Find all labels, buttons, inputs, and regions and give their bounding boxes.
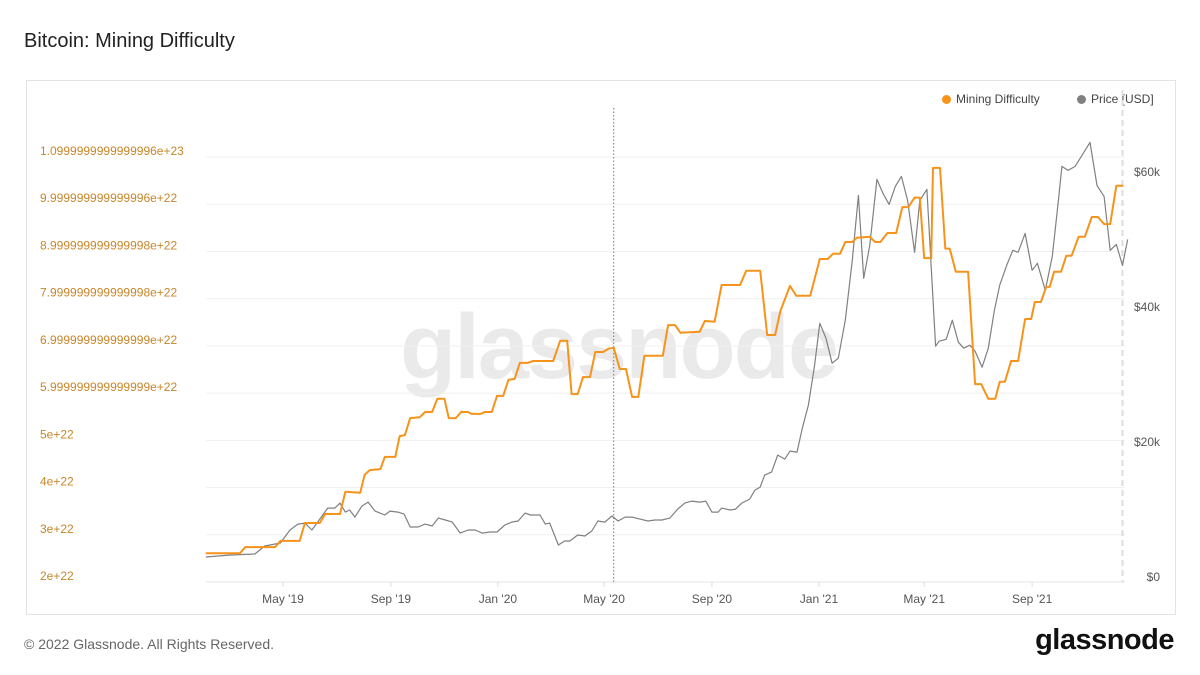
left-axis-tick-label: 9.999999999999996e+22	[40, 191, 177, 205]
x-axis-tick-label: Sep '19	[371, 592, 412, 606]
legend-label: Mining Difficulty	[956, 92, 1040, 106]
left-axis-tick-label: 7.999999999999998e+22	[40, 286, 177, 300]
x-axis-tick-label: Sep '20	[692, 592, 733, 606]
x-axis-tick-label: Sep '21	[1012, 592, 1053, 606]
x-axis-tick-label: May '19	[262, 592, 304, 606]
price-line	[205, 141, 1129, 558]
left-axis-tick-label: 5e+22	[40, 427, 74, 441]
mining-difficulty-line	[205, 166, 1124, 555]
left-axis-tick-label: 3e+22	[40, 522, 74, 536]
legend-dot-icon	[942, 94, 951, 104]
chart-frame	[26, 80, 1176, 615]
left-axis-tick-label: 4e+22	[40, 475, 74, 489]
x-axis-tick-label: Jan '20	[479, 592, 518, 606]
left-axis-tick-label: 1.0999999999999996e+23	[40, 144, 184, 158]
left-axis-tick-label: 8.999999999999998e+22	[40, 238, 177, 252]
right-axis-tick-label: $20k	[1134, 435, 1161, 449]
x-axis-tick-label: May '21	[903, 592, 945, 606]
copyright-footer: © 2022 Glassnode. All Rights Reserved.	[24, 636, 275, 652]
legend-item-mining-difficulty[interactable]: Mining Difficulty	[942, 92, 1040, 106]
left-axis-tick-label: 5.999999999999999e+22	[40, 380, 177, 394]
legend-dot-icon	[1077, 94, 1086, 104]
legend-label: Price [USD]	[1091, 92, 1154, 106]
page-title: Bitcoin: Mining Difficulty	[24, 30, 235, 52]
legend-item-price[interactable]: Price [USD]	[1077, 92, 1154, 106]
right-axis-tick-label: $0	[1147, 570, 1161, 584]
watermark: glassnode	[400, 296, 839, 398]
right-axis-tick-label: $40k	[1134, 300, 1161, 314]
left-axis-tick-label: 2e+22	[40, 569, 74, 583]
right-axis-tick-label: $60k	[1134, 165, 1161, 179]
x-axis-tick-label: Jan '21	[800, 592, 839, 606]
left-axis-tick-label: 6.999999999999999e+22	[40, 333, 177, 347]
x-axis-tick-label: May '20	[583, 592, 625, 606]
glassnode-logo: glassnode	[1035, 624, 1174, 656]
